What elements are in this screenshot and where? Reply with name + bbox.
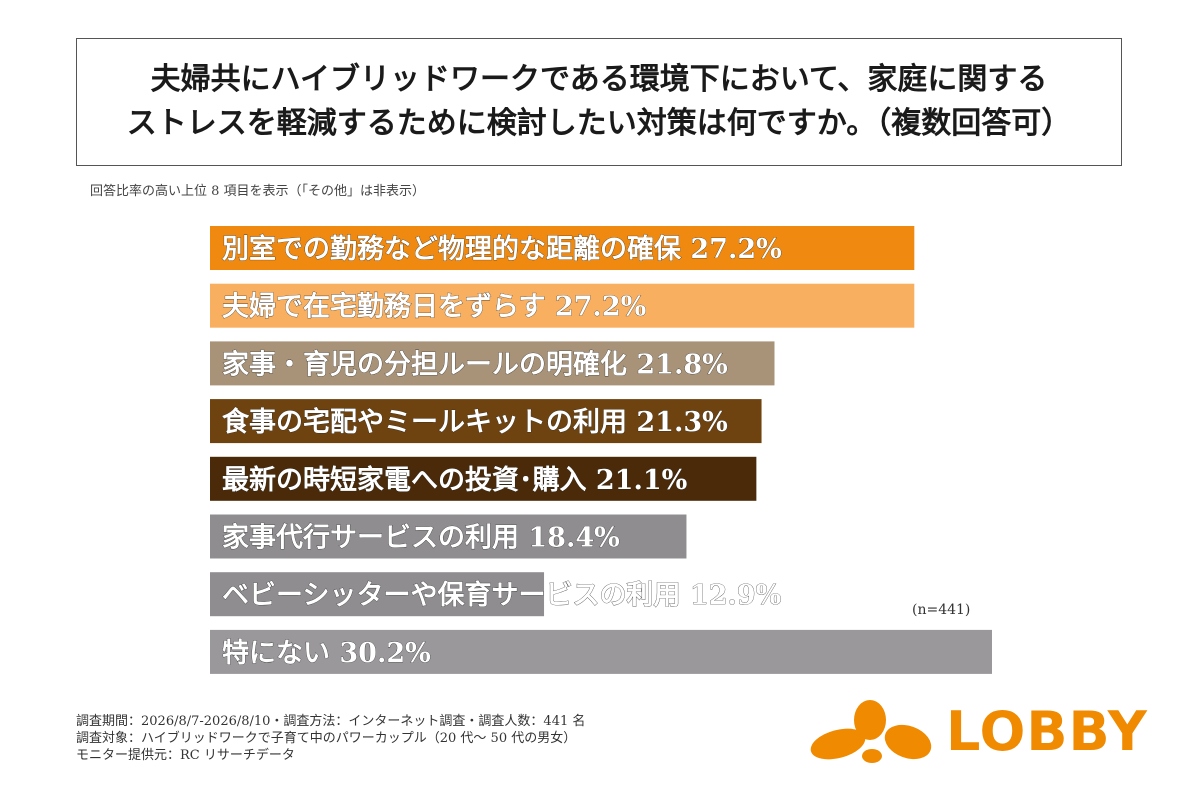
survey-target: 調査対象：ハイブリッドワークで子育て中のパワーカップル（20 代〜 50 代の男… bbox=[76, 731, 577, 746]
bar-label-6: 家事代行サービスの利用 18.4% bbox=[222, 522, 620, 554]
bar-label-5: 最新の時短家電への投資･購入 21.1% bbox=[222, 464, 687, 496]
survey-footer: 調査期間：2026/8/7-2026/8/10・調査方法：インターネット調査・調… bbox=[76, 713, 585, 764]
bar-label-1: 別室での勤務など物理的な距離の確保 27.2% bbox=[222, 233, 782, 265]
logo-wordmark: LOBBY bbox=[946, 700, 1148, 763]
bar-2 bbox=[210, 283, 915, 328]
bar-5 bbox=[210, 456, 757, 501]
bar-8 bbox=[210, 629, 992, 674]
bar-7 bbox=[210, 572, 545, 617]
bar-1 bbox=[210, 226, 915, 270]
bar-label-7: ベビーシッターや保育サービスの利用 12.9% bbox=[222, 579, 781, 611]
question-title-line-1: 夫婦共にハイブリッドワークである環境下において、家庭に関する bbox=[150, 62, 1048, 97]
survey-provider: モニター提供元：RC リサーチデータ bbox=[76, 748, 295, 763]
bar-3 bbox=[210, 341, 775, 386]
question-title-line-2: ストレスを軽減するために検討したい対策は何ですか。（複数回答可） bbox=[126, 106, 1072, 141]
logo-petal-icon bbox=[810, 700, 932, 763]
bar-label-3: 家事・育児の分担ルールの明確化 21.8% bbox=[222, 348, 728, 380]
display-note: 回答比率の高い上位 8 項目を表示（「その他」は非表示） bbox=[90, 184, 426, 199]
survey-period: 調査期間：2026/8/7-2026/8/10・調査方法：インターネット調査・調… bbox=[76, 714, 586, 729]
bar-label-8: 特にない 30.2% bbox=[222, 638, 431, 669]
bar-4 bbox=[210, 399, 762, 444]
bar-label-4: 食事の宅配やミールキットの利用 21.3% bbox=[222, 406, 728, 438]
bar-6 bbox=[210, 514, 687, 559]
sample-size-note: (n=441) bbox=[912, 602, 971, 618]
bar-label-2: 夫婦で在宅勤務日をずらす 27.2% bbox=[222, 291, 646, 323]
lobby-logo: LOBBY bbox=[808, 700, 1147, 764]
question-title-box: 夫婦共にハイブリッドワークである環境下において、家庭に関する ストレスを軽減する… bbox=[76, 38, 1122, 166]
